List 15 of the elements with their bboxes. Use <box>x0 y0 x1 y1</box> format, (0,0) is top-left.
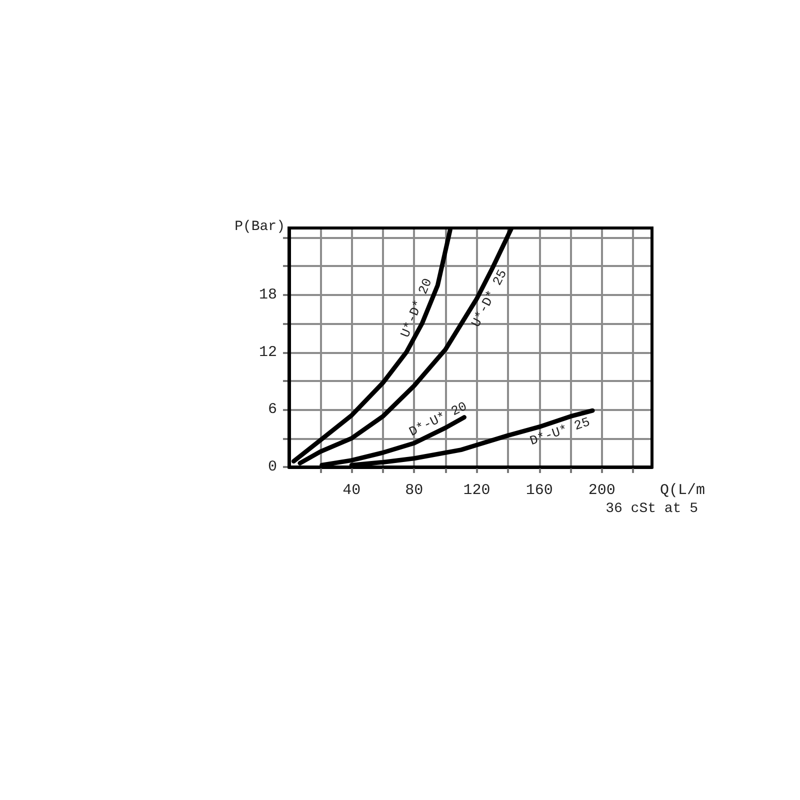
x-tick-label: 40 <box>342 482 361 499</box>
text: 36 cSt at 5 <box>606 501 698 517</box>
y-tick-label: 0 <box>268 458 277 476</box>
y-axis-title: P(Bar) <box>234 219 285 235</box>
text: U*-D* 25 <box>468 267 510 330</box>
y-tick-label: 12 <box>258 344 277 361</box>
x-axis-title: Q(L/m <box>660 482 706 499</box>
x-tick-label: 200 <box>588 482 616 499</box>
x-tick-label: 120 <box>463 482 490 499</box>
text: U*-D* 20 <box>398 276 436 340</box>
x-tick-label: 80 <box>405 482 424 499</box>
x-tick-label: 160 <box>526 482 553 499</box>
y-tick-label: 18 <box>258 286 277 304</box>
y-tick-label: 6 <box>268 401 277 418</box>
text: D*-U* 25 <box>528 414 592 449</box>
